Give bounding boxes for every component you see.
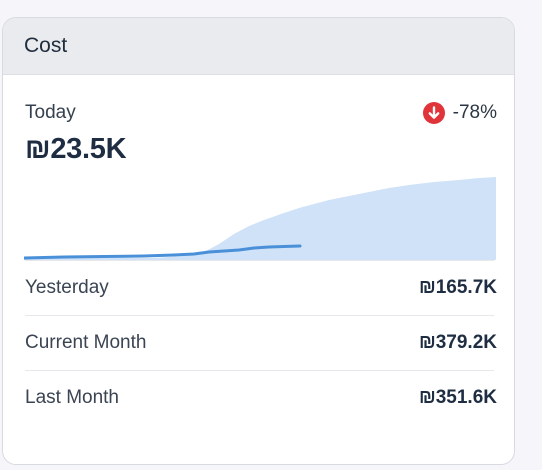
- stat-row-last-month: Last Month ₪351.6K: [25, 370, 497, 425]
- card-body: Today -78% ₪23.5K Yesterday ₪165.7K Curr…: [3, 101, 514, 425]
- stat-value: ₪165.7K: [418, 277, 497, 298]
- stat-label: Current Month: [25, 332, 147, 353]
- today-line: [24, 244, 302, 260]
- cost-card: Cost Today -78% ₪23.5K Yesterday ₪165.7K…: [2, 17, 515, 465]
- stat-value: ₪351.6K: [418, 387, 497, 408]
- stat-label: Last Month: [25, 387, 119, 408]
- card-header: Cost: [3, 18, 514, 75]
- cost-sparkline: [24, 177, 496, 260]
- previous-period-area: [24, 177, 496, 260]
- change-percent: -78%: [452, 102, 497, 123]
- stat-value: ₪379.2K: [418, 332, 497, 353]
- stat-label: Yesterday: [25, 277, 109, 298]
- today-label: Today: [25, 102, 76, 123]
- arrow-down-circle-icon: [422, 102, 445, 124]
- today-row: Today -78%: [25, 101, 497, 125]
- stat-row-current-month: Current Month ₪379.2K: [25, 315, 497, 370]
- change-indicator: -78%: [422, 102, 497, 124]
- today-cost-value: ₪23.5K: [25, 133, 127, 165]
- stat-row-yesterday: Yesterday ₪165.7K: [25, 260, 497, 315]
- card-title: Cost: [24, 34, 68, 57]
